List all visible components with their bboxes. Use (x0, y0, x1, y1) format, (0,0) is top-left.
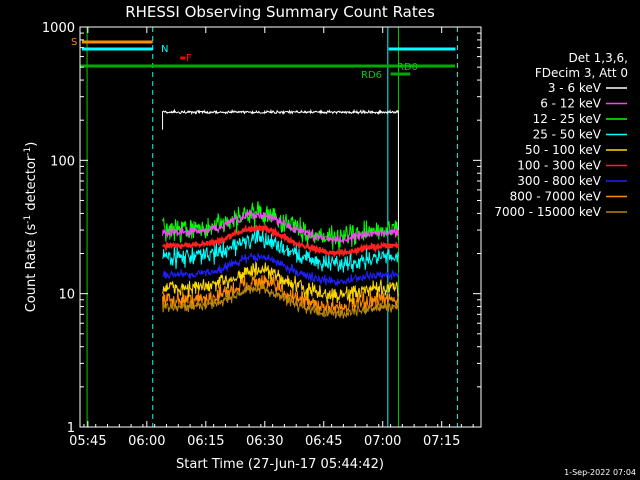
x-axis-label: Start Time (27-Jun-17 05:44:42) (176, 457, 384, 472)
legend-label: 100 - 300 keV (517, 159, 601, 173)
plot-frame (79, 26, 482, 428)
legend-label: 12 - 25 keV (533, 112, 602, 126)
x-tick-label: 07:15 (423, 434, 460, 449)
x-tick-label: 06:45 (305, 434, 342, 449)
series-line-6-12keV (162, 209, 399, 245)
series-line-7000-15000keV (162, 282, 399, 319)
y-axis-label-mid: detector (24, 155, 39, 215)
legend-label: 3 - 6 keV (548, 81, 602, 95)
y-axis-tick-labels: 1 10 100 1000 (42, 21, 75, 436)
y-axis-label-end: ) (24, 142, 39, 147)
x-tick-label: 06:00 (128, 434, 165, 449)
legend-header-line2: FDecim 3, Att 0 (535, 66, 628, 80)
series-line-12-25keV (162, 201, 399, 250)
y-tick-label: 10 (58, 288, 75, 303)
x-axis-tick-labels: 05:45 06:00 06:15 06:30 06:45 07:00 07:15 (69, 434, 460, 449)
x-tick-label: 06:30 (246, 434, 283, 449)
flag-label-S: S (71, 37, 77, 48)
chart-title: RHESSI Observing Summary Count Rates (125, 3, 435, 21)
legend-label: 800 - 7000 keV (510, 190, 602, 204)
legend-label: 25 - 50 keV (533, 128, 602, 142)
y-axis-label-sup1: -1 (23, 215, 33, 224)
y-axis-label: Count Rate (s-1 detector-1) (23, 142, 39, 313)
flag-label-RD0: RD0 (397, 62, 418, 73)
legend-header-line1: Det 1,3,6, (569, 51, 629, 65)
flag-label-RD6: RD6 (361, 70, 382, 81)
x-tick-label: 07:00 (364, 434, 401, 449)
timestamp: 1-Sep-2022 07:04 (564, 468, 636, 477)
legend-label: 50 - 100 keV (525, 143, 602, 157)
legend-label: 300 - 800 keV (517, 174, 601, 188)
legend-label: 7000 - 15000 keV (494, 205, 601, 219)
x-tick-label: 05:45 (69, 434, 106, 449)
y-tick-label: 1 (67, 421, 75, 436)
series-lines (161, 108, 400, 319)
y-tick-label: 100 (50, 154, 75, 169)
flag-bars: S N F RD0 RD6 (71, 37, 456, 81)
series-line-3-6keV (162, 108, 399, 231)
y-tick-label: 1000 (42, 21, 75, 36)
legend: Det 1,3,6, FDecim 3, Att 0 3 - 6 keV 6 - … (494, 51, 628, 219)
flag-label-N: N (161, 44, 168, 55)
x-tick-label: 06:15 (187, 434, 224, 449)
series-line-50-100keV (162, 261, 399, 304)
legend-label: 6 - 12 keV (540, 97, 602, 111)
y-axis-label-main: Count Rate (s (24, 224, 39, 313)
plot-area: S N F RD0 RD6 (71, 26, 482, 428)
series-line-100-300keV (161, 223, 400, 259)
series-line-300-800keV (162, 252, 399, 287)
flag-label-F: F (186, 53, 192, 64)
series-line-800-7000keV (162, 274, 399, 316)
y-axis-label-sup2: -1 (23, 147, 33, 156)
series-line-25-50keV (162, 227, 399, 273)
axis-ticks (80, 26, 481, 428)
